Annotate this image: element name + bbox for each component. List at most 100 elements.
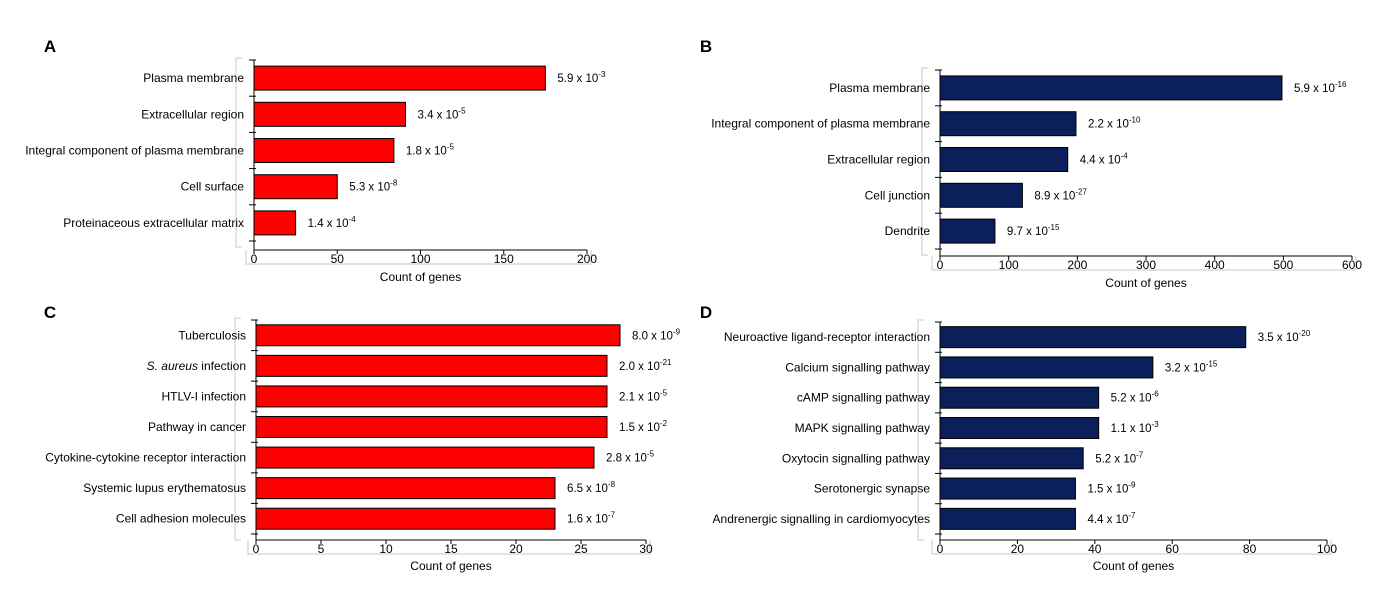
bar	[255, 354, 608, 377]
category-label: Serotonergic synapse	[814, 482, 930, 496]
category-label: Cell adhesion molecules	[116, 512, 246, 526]
x-tick-label: 30	[639, 542, 653, 556]
bar	[939, 111, 1077, 137]
category-label: Integral component of plasma membrane	[711, 117, 930, 131]
category-label: Plasma membrane	[829, 81, 930, 95]
category-label: MAPK signalling pathway	[795, 421, 930, 435]
data-label: 2.2 x 10-10	[1088, 116, 1141, 131]
x-tick-label: 300	[1136, 258, 1156, 272]
data-label: 3.2 x 10-15	[1165, 359, 1218, 374]
x-axis-frame	[931, 256, 1357, 271]
bar	[255, 477, 556, 500]
x-tick-label: 200	[577, 252, 597, 266]
label-bracket	[234, 317, 241, 541]
x-axis-frame	[247, 540, 651, 555]
data-label: 1.6 x 10-7	[567, 511, 616, 526]
category-label: Proteinaceous extracellular matrix	[63, 216, 244, 230]
bar	[253, 101, 407, 127]
x-axis-frame	[245, 250, 592, 265]
x-tick-label: 0	[937, 542, 944, 556]
category-label: Oxytocin signalling pathway	[782, 451, 930, 465]
category-label: Tuberculosis	[178, 328, 246, 342]
bar	[253, 65, 546, 91]
bar	[253, 210, 297, 236]
data-label: 5.2 x 10-7	[1095, 450, 1144, 465]
x-tick-label: 100	[999, 258, 1019, 272]
bar	[939, 417, 1100, 439]
x-tick-label: 80	[1243, 542, 1257, 556]
category-label: Andrenergic signalling in cardiomyocytes	[713, 512, 930, 526]
chart-panel-b: B Plasma membrane 5.9 x 10-16 Integral comp…	[700, 37, 1362, 290]
chart-panel-a: A Plasma membrane 5.9 x 10-3 Extracellular …	[25, 37, 606, 284]
category-label: Calcium signalling pathway	[785, 360, 930, 374]
category-label: Cytokine-cytokine receptor interaction	[45, 451, 246, 465]
data-label: 4.4 x 10-4	[1080, 152, 1129, 167]
x-tick-label: 0	[937, 258, 944, 272]
bar	[255, 385, 608, 408]
panel-label: A	[44, 37, 56, 56]
data-label: 5.9 x 10-3	[557, 70, 606, 85]
x-tick-label: 100	[1317, 542, 1337, 556]
x-axis-title: Count of genes	[1093, 559, 1174, 573]
bar	[255, 507, 556, 530]
data-label: 3.5 x 10-20	[1258, 329, 1311, 344]
label-bracket	[235, 57, 242, 248]
data-label: 1.4 x 10-4	[308, 215, 357, 230]
category-label: Pathway in cancer	[148, 420, 246, 434]
x-axis-title: Count of genes	[380, 270, 461, 284]
x-tick-label: 20	[509, 542, 523, 556]
data-label: 5.2 x 10-6	[1111, 390, 1160, 405]
chart-panel-d: D Neuroactive ligand-receptor interaction…	[700, 303, 1337, 573]
bar	[939, 147, 1069, 172]
x-tick-label: 15	[444, 542, 458, 556]
x-tick-label: 200	[1067, 258, 1087, 272]
bar	[939, 218, 996, 244]
category-label: Systemic lupus erythematosus	[83, 481, 246, 495]
x-tick-label: 20	[1011, 542, 1025, 556]
x-tick-label: 0	[251, 252, 258, 266]
panel-label: D	[700, 303, 712, 322]
x-tick-label: 60	[1166, 542, 1180, 556]
bar	[255, 324, 621, 347]
x-tick-label: 600	[1342, 258, 1362, 272]
x-axis-frame	[931, 540, 1332, 555]
bar	[939, 182, 1023, 208]
x-axis-title: Count of genes	[1105, 276, 1186, 290]
x-tick-label: 500	[1273, 258, 1293, 272]
bar	[939, 386, 1100, 409]
bar	[939, 326, 1247, 349]
data-label: 1.5 x 10-9	[1087, 481, 1136, 496]
data-label: 2.0 x 10-21	[619, 358, 672, 373]
data-label: 2.1 x 10-5	[619, 388, 668, 403]
bar	[255, 446, 595, 469]
bar	[939, 356, 1154, 379]
bar	[255, 416, 608, 438]
panel-label: B	[700, 37, 712, 56]
bar	[939, 75, 1283, 101]
bar	[939, 477, 1076, 500]
x-tick-label: 0	[253, 542, 260, 556]
category-label: Cell surface	[181, 180, 245, 194]
panel-label: C	[44, 303, 56, 322]
data-label: 1.8 x 10-5	[406, 143, 455, 158]
data-label: 8.0 x 10-9	[632, 327, 681, 342]
category-label: HTLV-I infection	[162, 389, 246, 403]
x-tick-label: 400	[1205, 258, 1225, 272]
category-label: Extracellular region	[827, 153, 930, 167]
label-bracket	[917, 319, 924, 541]
label-bracket	[921, 67, 928, 256]
data-label: 6.5 x 10-8	[567, 480, 616, 495]
data-label: 5.9 x 10-16	[1294, 80, 1347, 95]
x-tick-label: 100	[410, 252, 430, 266]
category-label: Dendrite	[885, 224, 931, 238]
bar	[939, 447, 1084, 470]
x-tick-label: 150	[494, 252, 514, 266]
data-label: 5.3 x 10-8	[349, 179, 398, 194]
data-label: 4.4 x 10-7	[1087, 511, 1136, 526]
category-label: Plasma membrane	[143, 71, 244, 85]
x-axis-title: Count of genes	[410, 559, 491, 573]
x-tick-label: 10	[379, 542, 393, 556]
chart-panel-c: C Tuberculosis 8.0 x 10-9 S. aureus infecti…	[44, 303, 681, 573]
bar	[253, 138, 395, 163]
